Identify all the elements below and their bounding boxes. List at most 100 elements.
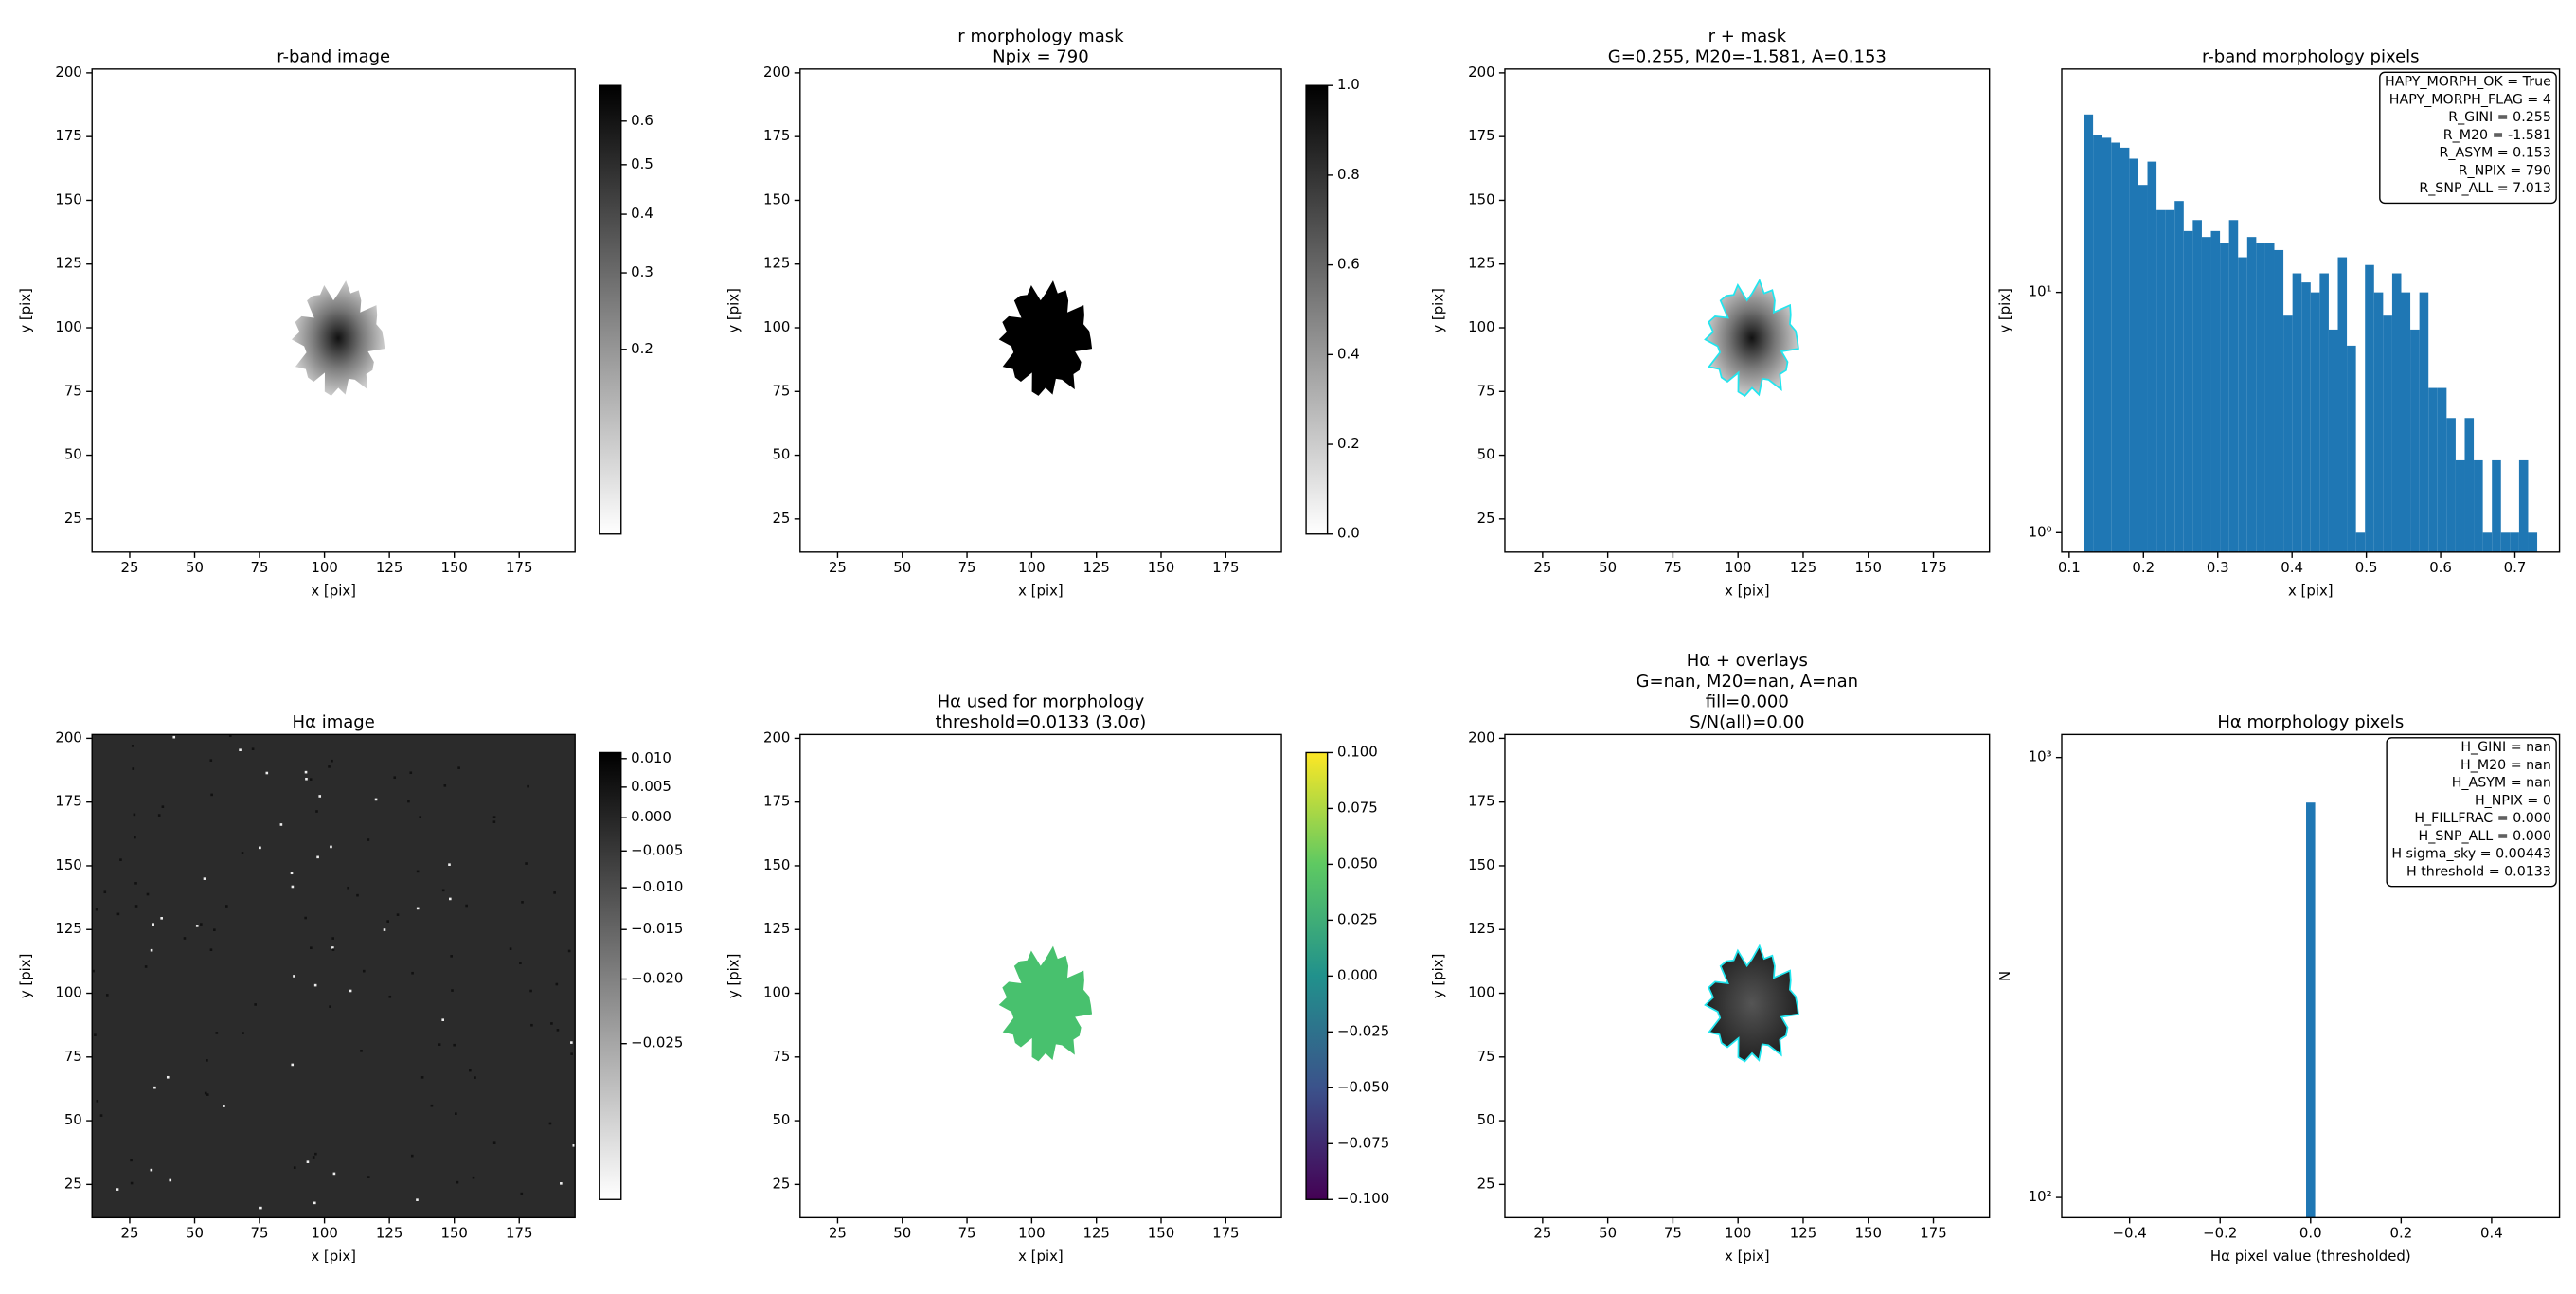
y-tick-label: 10¹ bbox=[2029, 283, 2052, 300]
hist-bar bbox=[2138, 185, 2148, 552]
noise-speck bbox=[409, 771, 413, 775]
y-tick-label: 75 bbox=[64, 1048, 82, 1065]
noise-speck bbox=[209, 759, 213, 762]
noise-speck bbox=[316, 855, 319, 859]
noise-speck bbox=[314, 1152, 317, 1156]
x-tick-label: 150 bbox=[1855, 1225, 1882, 1242]
noise-speck bbox=[169, 1178, 172, 1182]
noise-speck bbox=[530, 1023, 533, 1027]
noise-speck bbox=[331, 759, 333, 763]
noise-speck bbox=[116, 1188, 119, 1191]
y-tick-label: 75 bbox=[772, 1048, 790, 1065]
hist-bar bbox=[2192, 220, 2202, 552]
y-tick-label: 200 bbox=[763, 63, 790, 81]
annotation-line: R_M20 = -1.581 bbox=[2443, 128, 2551, 143]
y-tick-label: 125 bbox=[763, 255, 790, 272]
noise-speck bbox=[519, 962, 522, 965]
x-tick-label: 25 bbox=[1533, 559, 1551, 576]
colorbar-tick-label: 0.010 bbox=[631, 749, 671, 766]
y-tick-label: 125 bbox=[763, 920, 790, 937]
y-tick-label: 100 bbox=[55, 984, 81, 1001]
y-tick-label: 150 bbox=[1468, 190, 1494, 207]
annotation-line: H_ASYM = nan bbox=[2452, 776, 2551, 791]
chart-title: Npix = 790 bbox=[993, 47, 1089, 67]
noise-speck bbox=[416, 870, 420, 873]
x-tick-label: 100 bbox=[311, 1225, 337, 1242]
noise-speck bbox=[304, 770, 308, 774]
annotation-line: HAPY_MORPH_FLAG = 4 bbox=[2389, 92, 2551, 107]
noise-speck bbox=[213, 928, 216, 931]
chart-title: G=0.255, M20=-1.581, A=0.153 bbox=[1608, 47, 1887, 67]
hist-bar bbox=[2306, 802, 2316, 1218]
plot-area bbox=[92, 734, 576, 1218]
y-tick-label: 200 bbox=[1468, 63, 1494, 81]
x-tick-label: 0.4 bbox=[2281, 559, 2303, 576]
hist-bar bbox=[2129, 158, 2138, 552]
x-tick-label: 50 bbox=[186, 1225, 204, 1242]
noise-speck bbox=[416, 1198, 419, 1201]
source-blob bbox=[998, 945, 1093, 1062]
hist-bar bbox=[2301, 282, 2311, 552]
y-tick-label: 25 bbox=[64, 510, 82, 527]
y-tick-label: 150 bbox=[763, 190, 790, 207]
annotation-line: H sigma_sky = 0.00443 bbox=[2391, 847, 2551, 862]
noise-speck bbox=[570, 1041, 573, 1044]
y-tick-label: 25 bbox=[1477, 510, 1495, 527]
annotation-line: H_NPIX = 0 bbox=[2475, 793, 2551, 808]
hist-bar bbox=[2355, 532, 2366, 552]
noise-speck bbox=[331, 937, 334, 940]
x-axis-label: x [pix] bbox=[311, 582, 356, 599]
hist-bar bbox=[2437, 387, 2447, 552]
x-tick-label: 150 bbox=[1148, 559, 1174, 576]
y-tick-label: 75 bbox=[772, 382, 790, 399]
x-tick-label: 50 bbox=[893, 1225, 911, 1242]
x-tick-label: 50 bbox=[1599, 559, 1617, 576]
hist-bar bbox=[2428, 387, 2438, 552]
y-tick-label: 100 bbox=[763, 984, 790, 1001]
x-tick-label: 100 bbox=[1018, 1225, 1045, 1242]
annotation-line: R_NPIX = 790 bbox=[2459, 163, 2551, 178]
noise-speck bbox=[550, 1022, 553, 1025]
noise-speck bbox=[367, 1176, 370, 1178]
axes-frame bbox=[799, 68, 1282, 553]
noise-speck bbox=[570, 1052, 573, 1055]
x-tick-label: 100 bbox=[1725, 559, 1751, 576]
noise-speck bbox=[331, 946, 334, 949]
annotation-line: HAPY_MORPH_OK = True bbox=[2385, 75, 2551, 90]
hist-bar bbox=[2165, 209, 2175, 552]
noise-speck bbox=[469, 1069, 472, 1072]
x-tick-label: 150 bbox=[1855, 559, 1882, 576]
noise-speck bbox=[134, 836, 136, 839]
plot-area bbox=[2306, 802, 2316, 1218]
y-tick-label: 100 bbox=[1468, 984, 1494, 1001]
noise-speck bbox=[259, 1206, 262, 1210]
noise-speck bbox=[313, 1201, 316, 1205]
x-tick-label: 25 bbox=[1533, 1225, 1551, 1242]
hist-bar bbox=[2147, 161, 2157, 552]
chart-title: S/N(all)=0.00 bbox=[1690, 712, 1804, 732]
hist-bar bbox=[2238, 257, 2247, 552]
plot-area bbox=[1704, 279, 1799, 397]
hist-bar bbox=[2102, 137, 2112, 552]
axes-frame bbox=[1504, 68, 1991, 553]
noise-speck bbox=[313, 983, 317, 987]
noise-speck bbox=[206, 1059, 208, 1062]
hist-bar bbox=[2464, 418, 2475, 552]
noise-speck bbox=[133, 813, 136, 817]
noise-speck bbox=[94, 1033, 97, 1036]
noise-speck bbox=[448, 863, 451, 866]
x-tick-label: 0.0 bbox=[2299, 1225, 2322, 1242]
noise-speck bbox=[103, 890, 107, 894]
hist-bar bbox=[2383, 315, 2392, 552]
x-tick-label: 25 bbox=[829, 1225, 847, 1242]
x-tick-label: 25 bbox=[120, 559, 138, 576]
hist-bar bbox=[2292, 273, 2302, 552]
y-axis-label: y [pix] bbox=[1430, 954, 1447, 999]
noise-speck bbox=[393, 776, 397, 780]
noise-speck bbox=[560, 1182, 563, 1185]
chart-title: Hα used for morphology bbox=[938, 692, 1145, 712]
noise-speck bbox=[451, 989, 454, 992]
x-tick-label: 25 bbox=[829, 559, 847, 576]
y-tick-label: 100 bbox=[1468, 318, 1494, 335]
